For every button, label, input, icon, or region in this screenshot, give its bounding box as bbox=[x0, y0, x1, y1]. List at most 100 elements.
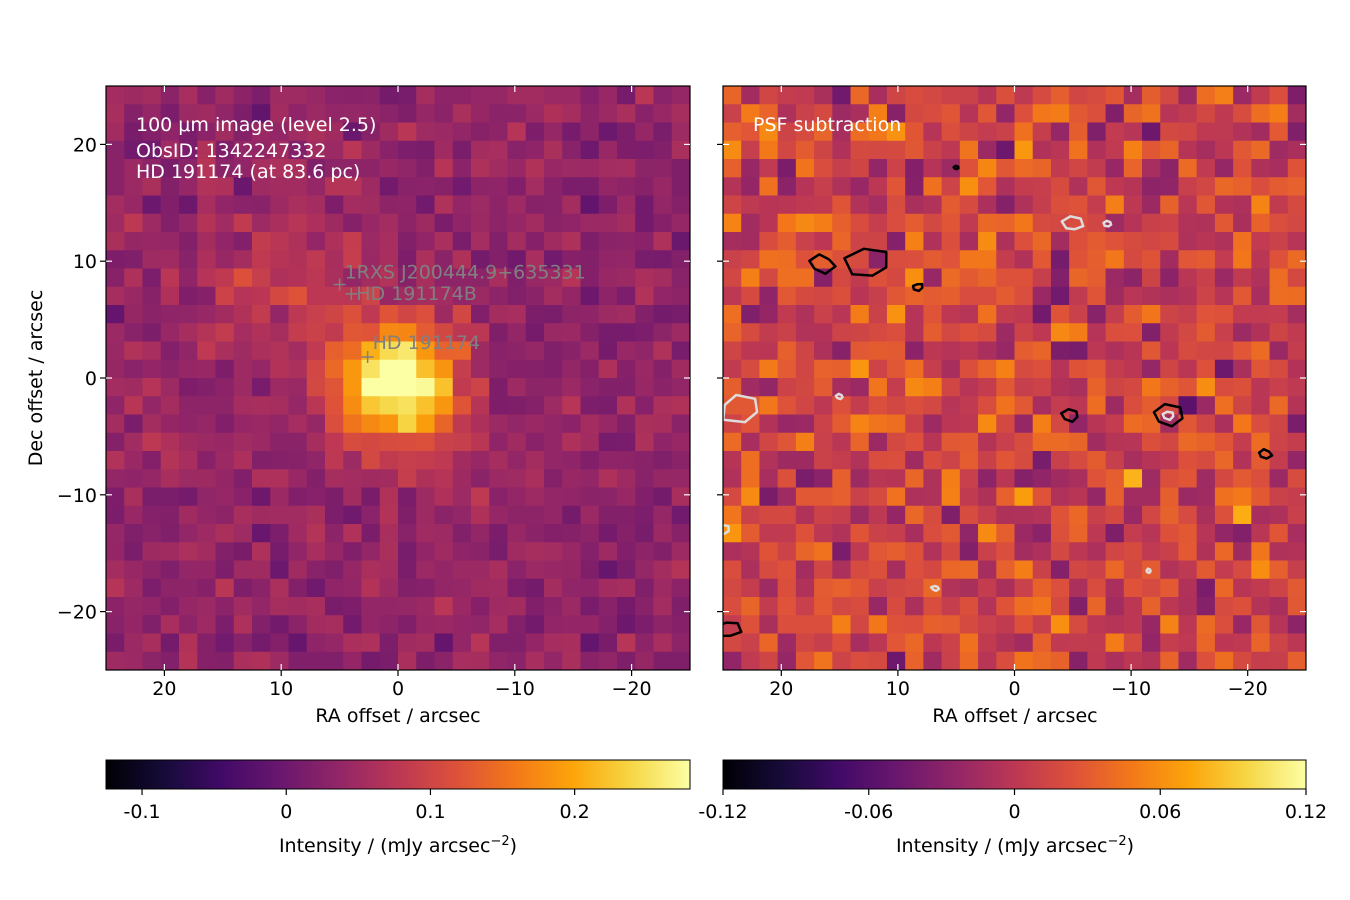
right-heatmap-pixel bbox=[1105, 232, 1125, 251]
left-heatmap-pixel bbox=[580, 122, 600, 142]
left-heatmap-pixel bbox=[288, 487, 308, 507]
negative-contour bbox=[1102, 219, 1113, 228]
right-heatmap-pixel bbox=[996, 195, 1016, 215]
right-heatmap-pixel bbox=[1014, 469, 1034, 489]
left-heatmap-pixel bbox=[270, 268, 290, 288]
right-heatmap-pixel bbox=[1032, 305, 1052, 324]
left-heatmap-pixel bbox=[379, 286, 399, 306]
left-heatmap-pixel bbox=[471, 487, 490, 507]
right-heatmap-pixel bbox=[1123, 177, 1143, 197]
left-heatmap-pixel bbox=[525, 505, 545, 525]
left-heatmap-pixel bbox=[471, 177, 490, 197]
right-heatmap-pixel bbox=[1014, 250, 1034, 270]
right-heatmap-pixel bbox=[723, 177, 742, 197]
right-heatmap-pixel bbox=[1123, 359, 1143, 379]
left-heatmap-pixel bbox=[580, 578, 600, 598]
right-heatmap-pixel bbox=[996, 432, 1016, 452]
left-heatmap-pixel bbox=[379, 195, 399, 215]
left-heatmap-pixel bbox=[160, 597, 180, 616]
left-heatmap-pixel bbox=[179, 341, 198, 361]
right-heatmap-pixel bbox=[1214, 414, 1234, 434]
right-heatmap-pixel bbox=[1287, 597, 1306, 616]
left-heatmap-pixel bbox=[124, 396, 144, 416]
right-heatmap-pixel bbox=[723, 305, 742, 324]
left-heatmap-pixel bbox=[197, 414, 217, 434]
right-heatmap-pixel bbox=[741, 177, 761, 197]
right-heatmap-pixel bbox=[1142, 104, 1161, 124]
left-heatmap-pixel bbox=[452, 232, 472, 251]
left-heatmap-pixel bbox=[525, 122, 545, 142]
left-heatmap-pixel bbox=[562, 542, 582, 562]
left-heatmap-pixel bbox=[325, 505, 344, 525]
left-heatmap-pixel bbox=[270, 213, 290, 233]
right-heatmap-pixel bbox=[1214, 286, 1234, 306]
right-heatmap-pixel bbox=[1269, 414, 1289, 434]
right-heatmap-pixel bbox=[1251, 159, 1271, 178]
left-heatmap-pixel bbox=[562, 432, 582, 452]
left-heatmap-pixel bbox=[325, 396, 344, 416]
right-heatmap-pixel bbox=[1014, 122, 1034, 142]
left-heatmap-pixel bbox=[124, 195, 144, 215]
right-heatmap-pixel bbox=[850, 122, 870, 142]
left-heatmap-pixel bbox=[580, 560, 600, 580]
right-heatmap-pixel bbox=[741, 615, 761, 635]
left-heatmap-pixel bbox=[252, 597, 271, 616]
right-heatmap-pixel bbox=[1069, 633, 1088, 653]
right-heatmap-pixel bbox=[1233, 341, 1252, 361]
left-heatmap-pixel bbox=[452, 432, 472, 452]
right-heatmap-pixel bbox=[941, 359, 961, 379]
right-heatmap-pixel bbox=[868, 615, 888, 635]
left-heatmap-pixel bbox=[142, 232, 162, 251]
right-heatmap-pixel bbox=[795, 451, 815, 470]
left-heatmap-pixel bbox=[489, 159, 509, 178]
right-heatmap-pixel bbox=[777, 359, 797, 379]
left-heatmap-pixel bbox=[471, 396, 490, 416]
left-heatmap-pixel bbox=[215, 213, 235, 233]
left-heatmap-pixel bbox=[306, 378, 326, 397]
right-heatmap-pixel bbox=[923, 487, 943, 507]
left-heatmap-pixel bbox=[270, 451, 290, 470]
right-heatmap-pixel bbox=[832, 615, 852, 635]
left-heatmap-pixel bbox=[233, 232, 253, 251]
left-heatmap-pixel bbox=[671, 323, 690, 343]
right-heatmap-pixel bbox=[923, 213, 943, 233]
left-heatmap-pixel bbox=[379, 578, 399, 598]
right-heatmap-pixel bbox=[723, 359, 742, 379]
right-heatmap-pixel bbox=[723, 195, 742, 215]
right-heatmap-pixel bbox=[741, 323, 761, 343]
left-heatmap-pixel bbox=[343, 451, 363, 470]
positive-contour bbox=[1257, 447, 1274, 460]
right-heatmap-pixel bbox=[759, 323, 779, 343]
right-heatmap-pixel bbox=[814, 597, 833, 616]
left-heatmap-pixel bbox=[106, 396, 125, 416]
left-heatmap-pixel bbox=[544, 177, 563, 197]
right-heatmap-pixel bbox=[1196, 597, 1216, 616]
right-heatmap-pixel bbox=[1214, 597, 1234, 616]
right-heatmap-pixel bbox=[759, 597, 779, 616]
left-heatmap-pixel bbox=[215, 451, 235, 470]
right-heatmap-pixel bbox=[1178, 615, 1198, 635]
right-heatmap-pixel bbox=[886, 578, 906, 598]
right-heatmap-pixel bbox=[832, 341, 852, 361]
left-heatmap-pixel bbox=[142, 487, 162, 507]
left-heatmap-pixel bbox=[197, 451, 217, 470]
left-heatmap-pixel bbox=[197, 213, 217, 233]
right-heatmap-pixel bbox=[832, 524, 852, 543]
right-heatmap-pixel bbox=[886, 451, 906, 470]
left-heatmap-pixel bbox=[306, 250, 326, 270]
right-heatmap-pixel bbox=[1087, 597, 1107, 616]
left-heatmap-pixel bbox=[471, 122, 490, 142]
x-tick-label: −10 bbox=[495, 678, 535, 700]
right-heatmap-pixel bbox=[886, 651, 906, 670]
right-heatmap-pixel bbox=[978, 414, 997, 434]
left-heatmap-pixel bbox=[398, 505, 417, 525]
right-heatmap-pixel bbox=[1087, 323, 1107, 343]
right-heatmap-pixel bbox=[741, 451, 761, 470]
left-heatmap-pixel bbox=[617, 542, 636, 562]
left-heatmap-pixel bbox=[379, 341, 399, 361]
right-heatmap-pixel bbox=[1087, 524, 1107, 543]
right-heatmap-pixel bbox=[959, 505, 979, 525]
right-heatmap-pixel bbox=[996, 140, 1016, 160]
right-heatmap-pixel bbox=[1032, 487, 1052, 507]
